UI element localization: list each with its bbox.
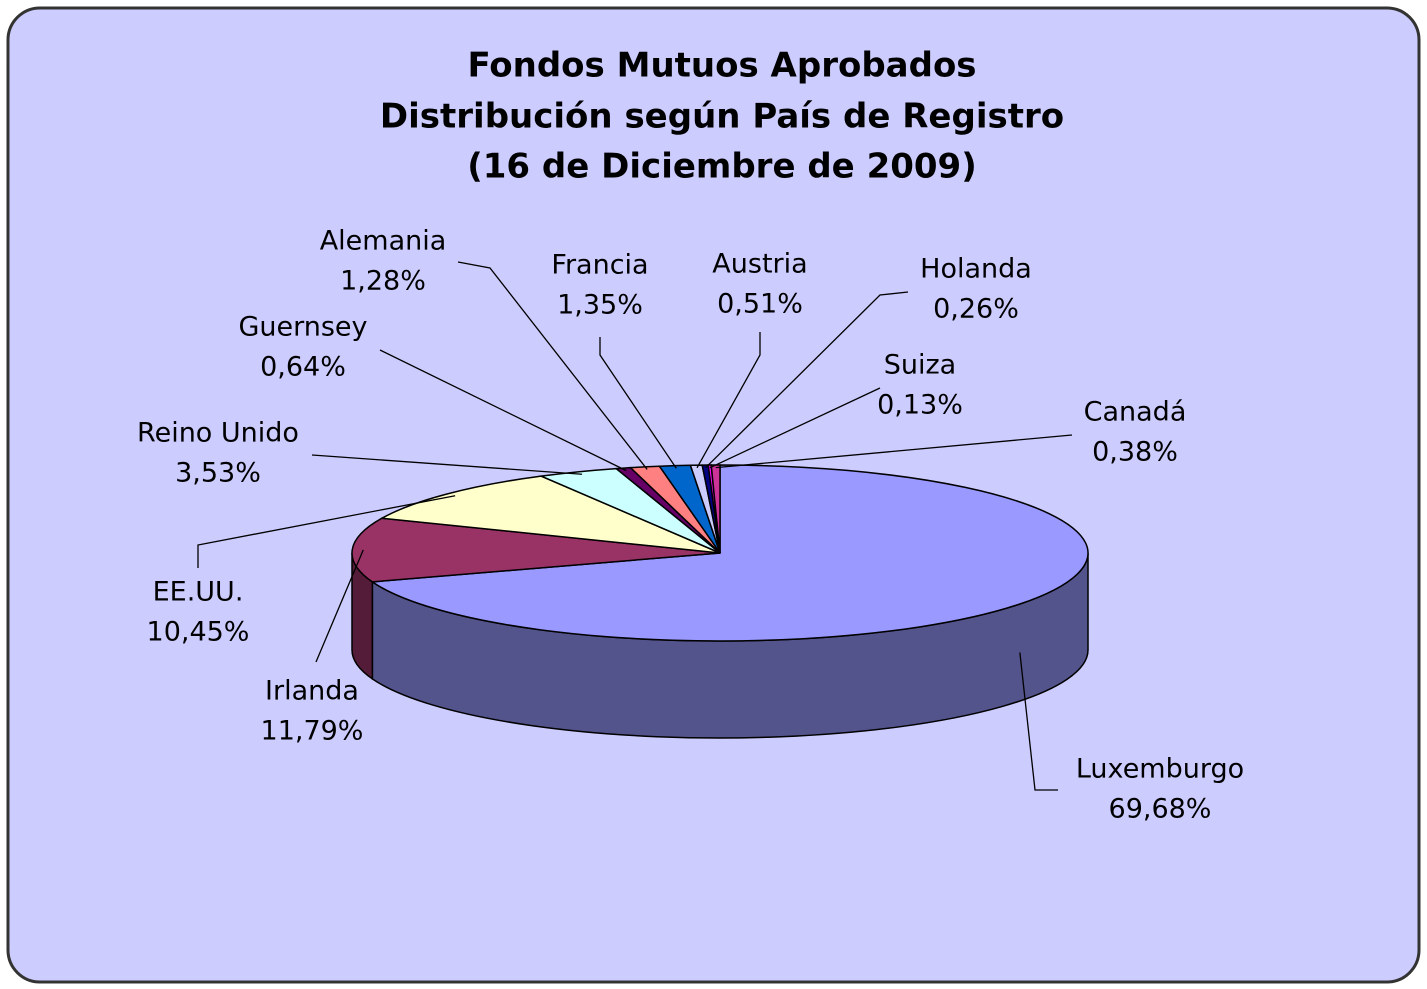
leader-line bbox=[709, 387, 881, 469]
leader-line bbox=[311, 454, 583, 475]
value-label: 3,53% bbox=[175, 458, 261, 489]
chart-title: Distribución según País de Registro bbox=[380, 97, 1064, 137]
category-label: Austria bbox=[712, 249, 807, 280]
category-label: Reino Unido bbox=[137, 418, 299, 449]
pie-slice bbox=[379, 475, 721, 554]
leader-line bbox=[1019, 652, 1058, 791]
category-label: Luxemburgo bbox=[1076, 754, 1244, 785]
value-label: 1,35% bbox=[557, 290, 643, 321]
value-label: 69,68% bbox=[1109, 794, 1212, 825]
category-label: EE.UU. bbox=[153, 577, 244, 608]
value-label: 0,64% bbox=[260, 352, 346, 383]
value-label: 10,45% bbox=[147, 617, 250, 648]
leader-line bbox=[379, 349, 627, 472]
chart-title: Fondos Mutuos Aprobados bbox=[467, 46, 976, 86]
value-label: 1,28% bbox=[340, 266, 426, 297]
value-label: 0,13% bbox=[877, 390, 963, 421]
category-label: Canadá bbox=[1084, 397, 1187, 428]
leader-line bbox=[599, 337, 677, 469]
leader-line bbox=[197, 495, 456, 568]
leader-line bbox=[705, 291, 909, 469]
pie-slice bbox=[351, 517, 721, 583]
value-label: 0,38% bbox=[1092, 437, 1178, 468]
value-label: 11,79% bbox=[261, 716, 364, 747]
category-label: Irlanda bbox=[265, 676, 359, 707]
leader-line bbox=[696, 332, 761, 469]
leader-line bbox=[315, 549, 364, 663]
leader-line bbox=[715, 434, 1073, 469]
value-label: 0,51% bbox=[717, 289, 803, 320]
leader-line bbox=[457, 261, 648, 470]
value-label: 0,26% bbox=[933, 294, 1019, 325]
category-label: Alemania bbox=[320, 226, 447, 257]
category-label: Suiza bbox=[884, 350, 956, 381]
category-label: Francia bbox=[551, 250, 648, 281]
pie-slice bbox=[370, 464, 1089, 642]
category-label: Holanda bbox=[920, 254, 1032, 285]
chart-title: (16 de Diciembre de 2009) bbox=[467, 147, 977, 187]
category-label: Guernsey bbox=[238, 312, 367, 343]
